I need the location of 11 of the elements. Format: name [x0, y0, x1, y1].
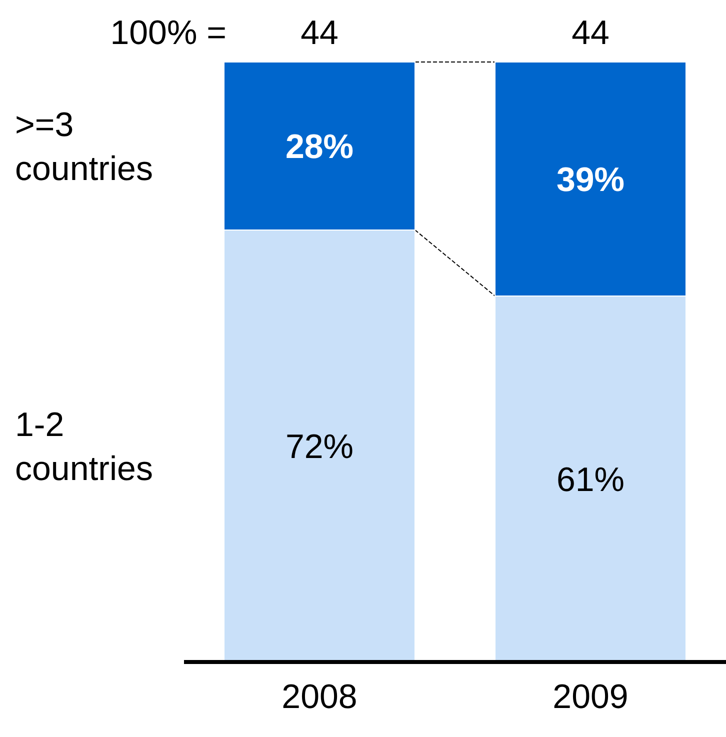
text: 1-2 countries [15, 406, 153, 488]
x-tick-label: 2008 [282, 678, 358, 716]
text: 44 [572, 14, 610, 52]
data-label: 28% [285, 128, 354, 166]
text: 100% = [110, 14, 226, 52]
data-label: 39% [556, 161, 625, 199]
data-label: 72% [285, 428, 354, 466]
text: 44 [300, 14, 338, 52]
data-label: 61% [556, 461, 625, 499]
x-tick-label: 2009 [552, 678, 628, 716]
text: >=3 countries [15, 106, 153, 188]
